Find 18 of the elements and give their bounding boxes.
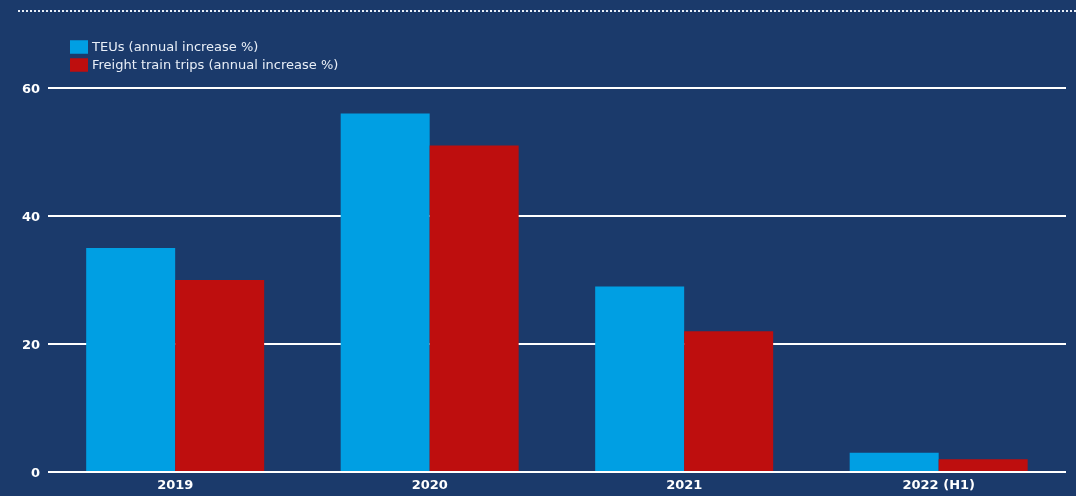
y-tick-label: 40 — [21, 208, 40, 224]
bar — [429, 145, 519, 472]
x-tick-label: 2022 (H1) — [902, 477, 976, 493]
bar — [595, 286, 685, 472]
y-tick-label: 60 — [21, 80, 40, 96]
bar — [86, 248, 176, 472]
bar — [938, 459, 1028, 472]
bar — [684, 331, 774, 472]
x-tick-label: 2020 — [411, 477, 448, 493]
x-tick-label: 2019 — [157, 477, 194, 493]
bar — [340, 113, 430, 472]
y-tick-label: 0 — [30, 464, 40, 480]
bar — [175, 280, 265, 472]
legend-label: Freight train trips (annual increase %) — [92, 56, 339, 72]
y-tick-label: 20 — [21, 336, 40, 352]
bar — [849, 452, 939, 472]
x-tick-label: 2021 — [666, 477, 703, 493]
legend-label: TEUs (annual increase %) — [92, 38, 259, 54]
